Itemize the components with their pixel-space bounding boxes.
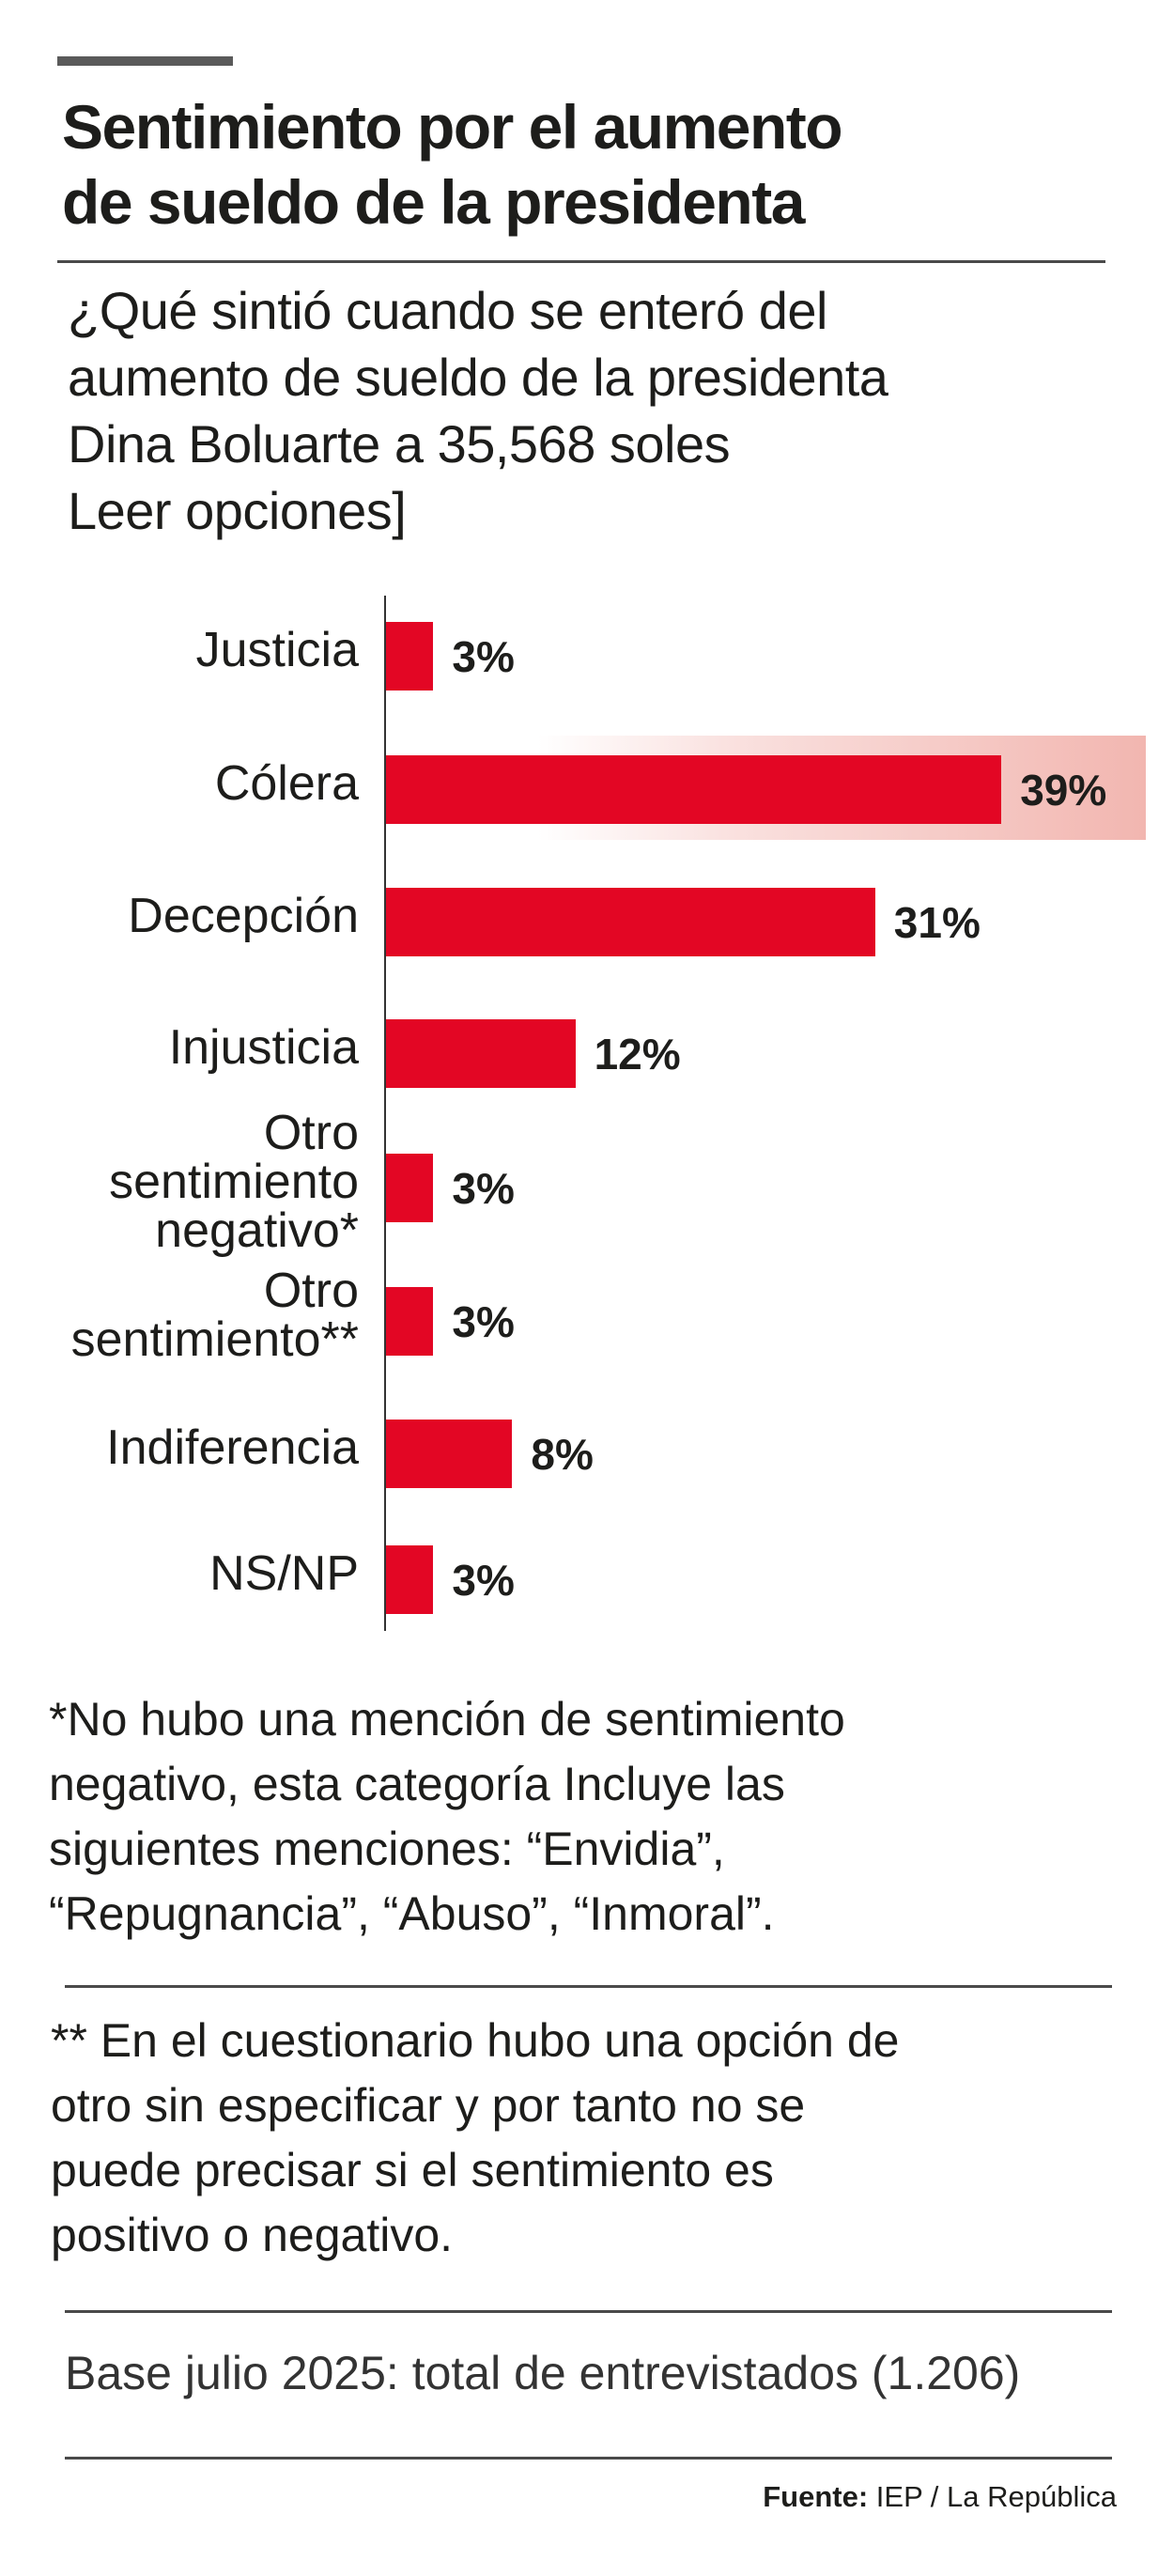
bar (386, 1154, 434, 1222)
category-label: Cólera (214, 756, 359, 811)
footnote-line: *No hubo una mención de sentimiento (49, 1693, 845, 1746)
footnote-line: siguientes menciones: “Envidia”, (49, 1823, 725, 1875)
bar (386, 622, 434, 691)
title-line: Sentimiento por el aumento (62, 92, 843, 162)
footnote-line: puede precisar si el sentimiento es (51, 2144, 774, 2196)
footnote-line: “Repugnancia”, “Abuso”, “Inmoral”. (49, 1887, 775, 1940)
base-note: Base julio 2025: total de entrevistados … (65, 2347, 1021, 2399)
footnote-2: ** En el cuestionario hubo una opción de… (51, 2009, 1131, 2268)
divider (65, 1985, 1112, 1988)
bar (386, 755, 1002, 824)
source-credit: Fuente: IEP / La República (763, 2480, 1117, 2514)
footnote-1: *No hubo una mención de sentimiento nega… (49, 1687, 1129, 1947)
footnote-line: positivo o negativo. (51, 2209, 454, 2261)
value-label: 3% (452, 632, 515, 681)
value-label: 3% (452, 1297, 515, 1346)
category-label: Otro sentimiento** (70, 1264, 359, 1367)
value-label: 12% (594, 1030, 681, 1079)
bar (386, 1287, 434, 1356)
value-label: 39% (1020, 766, 1107, 815)
y-axis-line (384, 596, 386, 1631)
title-divider (57, 260, 1105, 263)
value-label: 8% (531, 1430, 594, 1479)
value-label: 3% (452, 1556, 515, 1605)
question-text: ¿Qué sintió cuando se enteró del aumento… (68, 277, 1148, 544)
bar (386, 1545, 434, 1614)
question-line: ¿Qué sintió cuando se enteró del (68, 281, 827, 340)
value-label: 3% (452, 1164, 515, 1213)
chart-title: Sentimiento por el aumento de sueldo de … (62, 89, 1142, 240)
divider (65, 2310, 1112, 2313)
category-label: Indiferencia (106, 1420, 359, 1475)
question-line: Leer opciones] (68, 481, 407, 540)
bar (386, 888, 875, 956)
value-label: 31% (893, 898, 981, 947)
bar (386, 1420, 513, 1488)
category-label: Injusticia (168, 1020, 359, 1075)
category-label: Decepción (128, 889, 359, 943)
question-line: Dina Boluarte a 35,568 soles (68, 414, 731, 473)
category-label: Otro sentimiento negativo* (109, 1106, 359, 1258)
top-accent-bar (57, 56, 233, 66)
source-text: IEP / La República (868, 2480, 1117, 2513)
question-line: aumento de sueldo de la presidenta (68, 348, 888, 407)
footnote-line: ** En el cuestionario hubo una opción de (51, 2014, 900, 2067)
source-label: Fuente: (763, 2480, 869, 2513)
bar (386, 1019, 576, 1088)
category-label: NS/NP (209, 1546, 359, 1601)
title-line: de sueldo de la presidenta (62, 167, 805, 237)
divider (65, 2457, 1112, 2460)
footnote-line: otro sin especificar y por tanto no se (51, 2079, 806, 2132)
category-label: Justicia (195, 623, 359, 677)
footnote-line: negativo, esta categoría Incluye las (49, 1758, 785, 1810)
